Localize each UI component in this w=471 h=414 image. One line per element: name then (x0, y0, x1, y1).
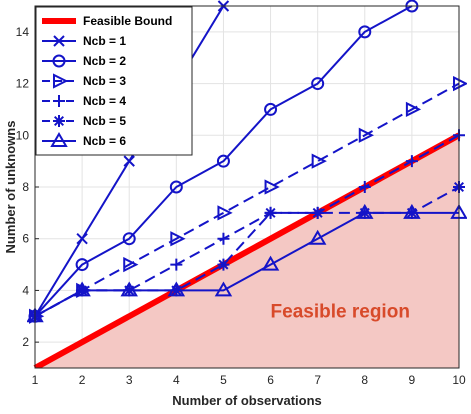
x-tick-label: 5 (220, 373, 227, 387)
data-point (405, 155, 418, 168)
legend-marker (53, 115, 65, 127)
data-point (264, 102, 278, 116)
data-point (123, 155, 135, 167)
data-point (167, 281, 186, 297)
data-point (311, 77, 325, 91)
data-point (76, 233, 88, 245)
data-point (311, 153, 327, 169)
data-point (217, 205, 233, 221)
data-point (169, 180, 183, 194)
x-tick-label: 1 (32, 373, 39, 387)
series-line (34, 82, 460, 318)
data-point (356, 203, 374, 219)
legend-entry: Ncb = 5 (42, 114, 126, 128)
data-point (216, 154, 230, 168)
data-point (217, 232, 230, 245)
legend-entry: Ncb = 2 (42, 54, 126, 68)
data-point (122, 232, 136, 246)
data-point (73, 281, 91, 297)
legend-marker (53, 35, 65, 47)
y-tick-labels: 2 4 6 8 10 12 14 (16, 25, 30, 349)
data-point (217, 258, 230, 271)
data-point (170, 258, 183, 271)
y-tick-label: 8 (22, 180, 29, 194)
data-point (311, 206, 324, 219)
legend: Feasible Bound Ncb = 1 Ncb = 2 Ncb = 3 Ncb =… (35, 6, 193, 156)
legend-label: Ncb = 1 (83, 34, 126, 48)
legend-marker (50, 132, 68, 147)
y-tick-label: 14 (16, 25, 30, 39)
x-axis-label: Number of observations (172, 393, 322, 408)
series-line (34, 211, 459, 318)
legend-label: Ncb = 2 (83, 54, 126, 68)
x-tick-label: 4 (173, 373, 180, 387)
series-line (33, 132, 461, 368)
legend-marker (53, 95, 65, 107)
legend-label: Ncb = 4 (83, 94, 126, 108)
data-point (453, 75, 467, 92)
series-1 (33, 132, 461, 368)
y-tick-label: 10 (16, 128, 30, 142)
data-point (214, 281, 233, 297)
y-tick-label: 4 (22, 283, 29, 297)
data-point (75, 258, 89, 272)
legend-entry: Feasible Bound (42, 14, 172, 28)
x-tick-labels: 1 2 3 4 5 6 7 8 9 10 (32, 373, 466, 387)
y-tick-label: 2 (22, 335, 29, 349)
legend-entry: Ncb = 3 (42, 73, 126, 89)
data-point (120, 281, 138, 297)
data-point (123, 256, 139, 273)
x-tick-label: 3 (126, 373, 133, 387)
y-tick-label: 12 (16, 77, 30, 91)
data-point (358, 181, 371, 193)
data-point (170, 231, 186, 247)
feasible-region-label: Feasible region (271, 302, 410, 323)
x-tick-label: 7 (314, 373, 321, 387)
x-tick-label: 10 (452, 373, 466, 387)
series-3 (28, 0, 419, 323)
legend-label: Ncb = 5 (83, 114, 126, 128)
legend-entry: Ncb = 6 (42, 132, 126, 148)
series-line (34, 5, 413, 317)
legend-marker (52, 54, 66, 68)
x-tick-label: 8 (361, 373, 368, 387)
y-tick-label: 6 (22, 232, 29, 246)
data-point (358, 127, 375, 143)
data-point (264, 179, 280, 195)
x-tick-label: 9 (409, 373, 416, 387)
x-tick-label: 6 (267, 373, 274, 387)
legend-marker (53, 73, 69, 89)
data-point (264, 206, 277, 219)
x-tick-label: 2 (79, 373, 86, 387)
data-point (358, 25, 372, 39)
legend-label: Ncb = 6 (83, 134, 126, 148)
legend-entry: Ncb = 4 (42, 94, 126, 108)
data-point (405, 101, 422, 118)
series-7 (27, 203, 467, 323)
data-point (261, 255, 280, 271)
legend-entry: Ncb = 1 (42, 34, 126, 48)
data-point (308, 229, 327, 245)
data-point (403, 203, 421, 219)
legend-label: Ncb = 3 (83, 74, 126, 88)
plot-frame (34, 5, 460, 369)
y-axis-label: Number of unknowns (3, 121, 18, 254)
legend-label: Feasible Bound (83, 14, 172, 28)
